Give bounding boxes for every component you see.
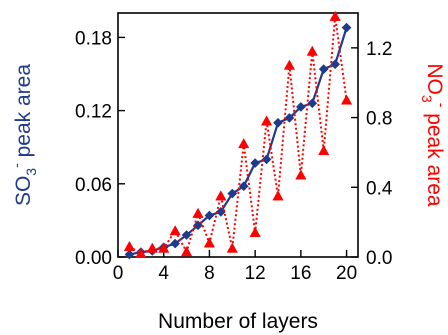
series-1-point [329,10,341,21]
left-y-axis-title: SO3- peak area [8,64,39,206]
x-tick-label: 4 [158,263,169,284]
series-0-point [181,230,192,240]
series-1-point [340,94,353,105]
right-y-tick-label: 1.2 [366,39,392,60]
series-0-point [341,22,352,33]
series-1-point [203,237,216,248]
series-0-point [204,210,215,221]
x-tick-label: 8 [204,263,215,284]
series-1-point [169,225,181,236]
series-1-point [123,240,136,251]
series-0-point [227,188,238,199]
series-0-point [193,220,203,231]
series-1-point [260,115,273,126]
left-y-tick-label: 0.18 [75,28,112,49]
series-0-point [273,117,283,128]
right-y-tick-label: 0.0 [366,248,392,269]
x-axis-title: Number of layers [158,310,318,333]
series-1-point [249,226,261,238]
series-1-point [135,247,147,258]
x-tick-label: 20 [336,263,357,284]
series-1-point [306,45,318,56]
series-1-point [158,242,170,253]
series-1-point [283,59,296,70]
series-0-point [295,101,306,112]
series-0-point [318,64,329,75]
series-1-point [226,242,238,253]
series-1-point [295,169,307,180]
series-0-line [129,27,348,256]
right-y-axis: 0.0 0.4 0.8 1.2 [351,39,393,269]
left-y-tick-label: 0.12 [75,102,112,123]
x-tick-label: 12 [245,263,266,284]
series-0-point [250,158,261,169]
series-1-line [128,16,348,255]
x-tick-label: 16 [290,263,311,284]
left-y-tick-label: 0.00 [75,248,112,269]
series-1-point [272,190,284,201]
series-0-point [284,112,295,123]
left-y-axis: 0.00 0.06 0.12 0.18 [75,28,125,269]
series-0-point [124,249,135,260]
right-y-tick-label: 0.4 [366,178,393,199]
x-axis: 0 4 8 12 16 20 [113,250,357,284]
series-0-point [261,154,272,165]
series-1-point [180,246,193,257]
series-layer [123,10,353,260]
series-1-point [146,242,158,253]
series-0-point [238,181,249,192]
left-y-tick-label: 0.06 [75,175,112,196]
series-1-point [192,207,204,218]
series-0-point [170,238,181,249]
series-1-point [215,190,227,201]
right-y-axis-title: NO3- peak area [419,63,448,207]
x-tick-label: 0 [113,263,124,284]
right-y-tick-label: 0.8 [366,109,392,130]
series-1-point [238,137,250,149]
series-1-point [318,144,330,156]
plot-frame [117,12,359,258]
series-0-point [307,98,318,109]
